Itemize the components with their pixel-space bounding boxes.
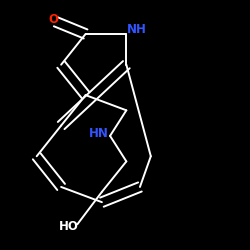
Text: HN: HN <box>89 127 109 140</box>
Text: HO: HO <box>59 220 79 234</box>
Text: O: O <box>48 12 58 26</box>
Text: NH: NH <box>127 24 147 36</box>
